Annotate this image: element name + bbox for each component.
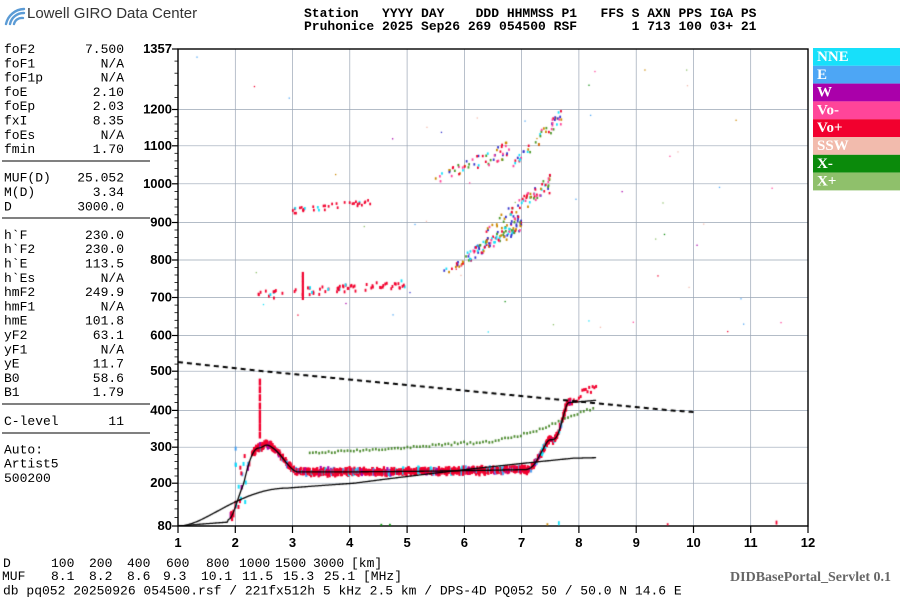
svg-text:8: 8 [575,535,582,550]
svg-text:5: 5 [403,535,410,550]
svg-text:9: 9 [633,535,640,550]
svg-text:W: W [817,85,832,101]
svg-text:1000: 1000 [143,176,172,191]
svg-text:1: 1 [174,535,181,550]
svg-text:600: 600 [150,328,172,343]
svg-text:800: 800 [150,252,172,267]
svg-text:4: 4 [346,535,354,550]
svg-text:X-: X- [817,156,833,172]
svg-text:900: 900 [150,215,172,230]
svg-text:3: 3 [289,535,296,550]
svg-text:NNE: NNE [817,49,849,65]
svg-text:E: E [817,67,827,83]
svg-text:10: 10 [686,535,700,550]
svg-text:1357: 1357 [143,41,172,56]
svg-text:500: 500 [150,363,172,378]
svg-text:11: 11 [744,535,758,550]
svg-text:200: 200 [150,475,172,490]
svg-text:7: 7 [518,535,525,550]
svg-text:Vo+: Vo+ [817,120,843,136]
svg-text:SSW: SSW [817,138,849,154]
svg-text:700: 700 [150,290,172,305]
svg-text:1100: 1100 [144,138,172,153]
svg-text:1200: 1200 [143,102,172,117]
svg-text:400: 400 [150,402,172,417]
svg-text:12: 12 [801,535,815,550]
svg-text:300: 300 [150,439,172,454]
svg-text:6: 6 [461,535,468,550]
svg-text:80: 80 [158,518,172,533]
svg-text:Vo-: Vo- [817,102,839,118]
svg-text:X+: X+ [817,174,836,190]
svg-text:2: 2 [232,535,239,550]
